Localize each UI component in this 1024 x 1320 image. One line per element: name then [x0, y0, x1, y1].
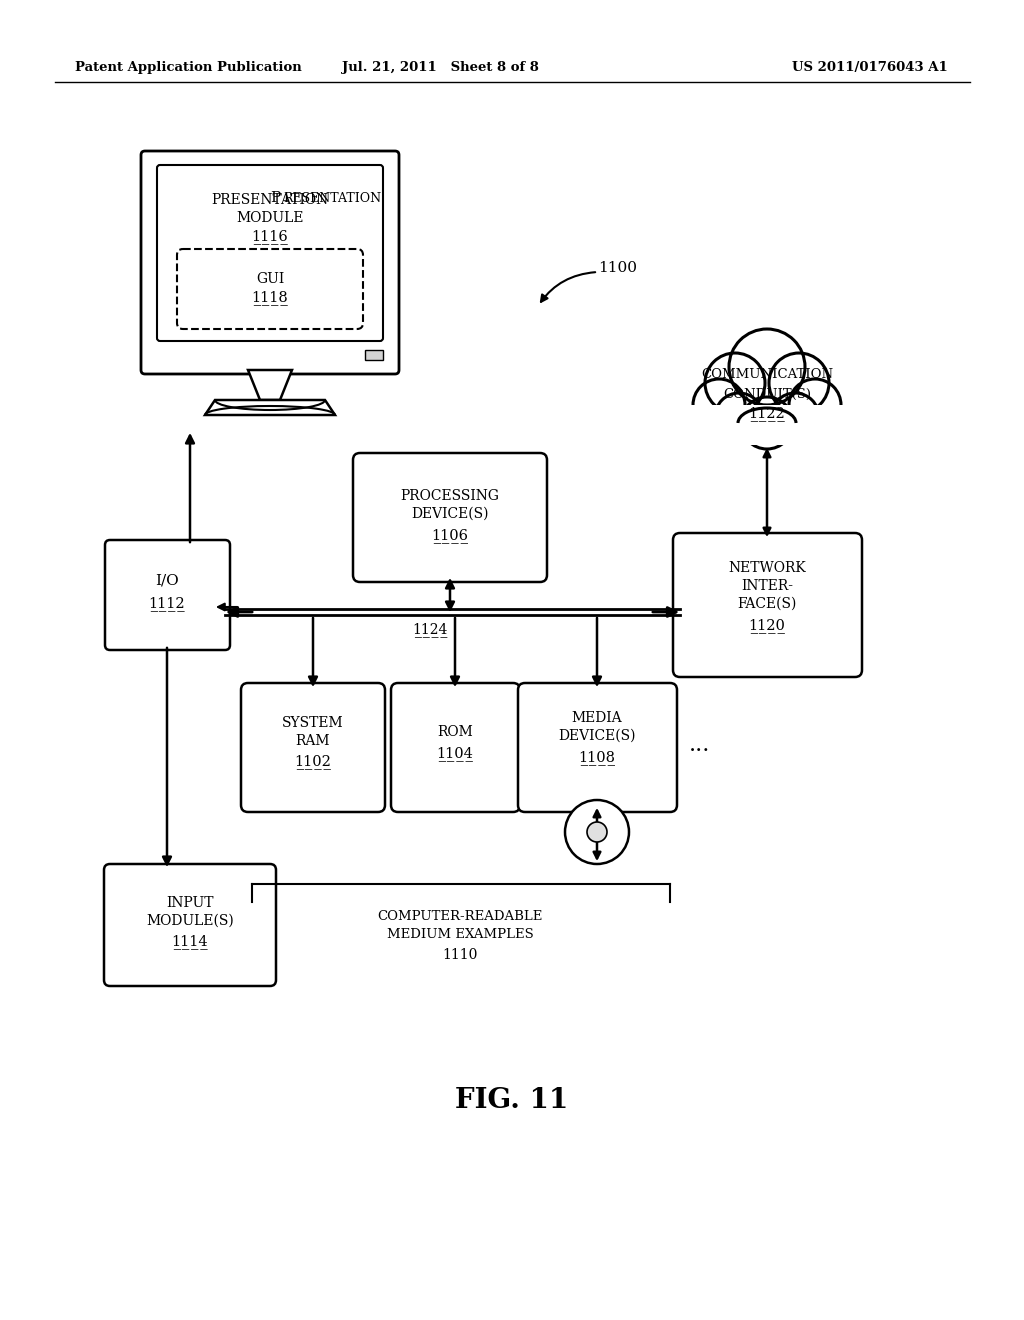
Text: 1̲1̲0̲8̲: 1̲1̲0̲8̲: [579, 751, 615, 766]
Text: 1̲1̲2̲4̲: 1̲1̲2̲4̲: [413, 623, 447, 638]
Text: RAM: RAM: [296, 734, 331, 748]
Text: I/O: I/O: [155, 574, 179, 587]
Text: 1̲1̲0̲4̲: 1̲1̲0̲4̲: [436, 747, 473, 762]
Text: 1̲1̲1̲4̲: 1̲1̲1̲4̲: [172, 935, 208, 949]
Text: DEVICE(S): DEVICE(S): [412, 507, 488, 521]
FancyBboxPatch shape: [177, 249, 362, 329]
Text: 1100: 1100: [598, 261, 637, 275]
Text: MEDIA: MEDIA: [571, 711, 623, 725]
Text: COMPUTER-READABLE: COMPUTER-READABLE: [377, 909, 543, 923]
Circle shape: [587, 822, 607, 842]
Text: ...: ...: [689, 734, 711, 756]
Circle shape: [729, 329, 805, 405]
Bar: [365, 350, 383, 360]
Text: PROCESSING: PROCESSING: [400, 488, 500, 503]
Text: FIG. 11: FIG. 11: [456, 1086, 568, 1114]
Circle shape: [705, 352, 765, 413]
Text: CONDUIT(S): CONDUIT(S): [723, 388, 811, 400]
FancyBboxPatch shape: [353, 453, 547, 582]
Text: MEDIUM EXAMPLES: MEDIUM EXAMPLES: [387, 928, 534, 940]
Text: 1̲1̲1̲6̲: 1̲1̲1̲6̲: [252, 230, 289, 244]
FancyBboxPatch shape: [104, 865, 276, 986]
FancyBboxPatch shape: [673, 533, 862, 677]
Text: Patent Application Publication: Patent Application Publication: [75, 62, 302, 74]
Text: 1̲1̲2̲2̲: 1̲1̲2̲2̲: [749, 407, 785, 421]
Text: DEVICE(S): DEVICE(S): [558, 729, 636, 743]
Text: INPUT: INPUT: [166, 896, 214, 909]
Text: MODULE: MODULE: [237, 211, 304, 224]
Circle shape: [790, 379, 841, 432]
Polygon shape: [205, 400, 335, 414]
FancyBboxPatch shape: [241, 682, 385, 812]
FancyBboxPatch shape: [157, 165, 383, 341]
Text: MODULE(S): MODULE(S): [146, 913, 233, 928]
Text: COMMUNICATION: COMMUNICATION: [701, 368, 834, 381]
FancyBboxPatch shape: [391, 682, 520, 812]
Text: 1̲1̲2̲0̲: 1̲1̲2̲0̲: [749, 619, 785, 634]
Text: SYSTEM: SYSTEM: [283, 715, 344, 730]
FancyBboxPatch shape: [518, 682, 677, 812]
Text: PRESENTATION: PRESENTATION: [211, 193, 329, 207]
Text: P: P: [270, 191, 281, 205]
Polygon shape: [248, 370, 292, 400]
Text: FACE(S): FACE(S): [737, 597, 797, 611]
Bar: [687, 405, 847, 445]
Circle shape: [565, 800, 629, 865]
Circle shape: [693, 379, 745, 432]
Text: INTER-: INTER-: [741, 579, 793, 593]
Text: 1̲1̲0̲6̲: 1̲1̲0̲6̲: [431, 528, 469, 544]
Circle shape: [715, 393, 763, 441]
Text: Jul. 21, 2011   Sheet 8 of 8: Jul. 21, 2011 Sheet 8 of 8: [342, 62, 539, 74]
Text: ROM: ROM: [437, 725, 473, 739]
Text: 1̲1̲1̲8̲: 1̲1̲1̲8̲: [252, 290, 289, 305]
Circle shape: [769, 352, 829, 413]
FancyBboxPatch shape: [105, 540, 230, 649]
Text: 1110: 1110: [442, 948, 477, 962]
Text: 1̲1̲0̲2̲: 1̲1̲0̲2̲: [295, 755, 332, 770]
Text: US 2011/0176043 A1: US 2011/0176043 A1: [793, 62, 948, 74]
Text: RESENTATION: RESENTATION: [283, 191, 381, 205]
Circle shape: [741, 397, 793, 449]
Text: NETWORK: NETWORK: [728, 561, 806, 576]
Text: GUI: GUI: [256, 272, 284, 286]
Text: 1̲1̲1̲2̲: 1̲1̲1̲2̲: [148, 597, 185, 611]
FancyBboxPatch shape: [141, 150, 399, 374]
Circle shape: [771, 393, 819, 441]
